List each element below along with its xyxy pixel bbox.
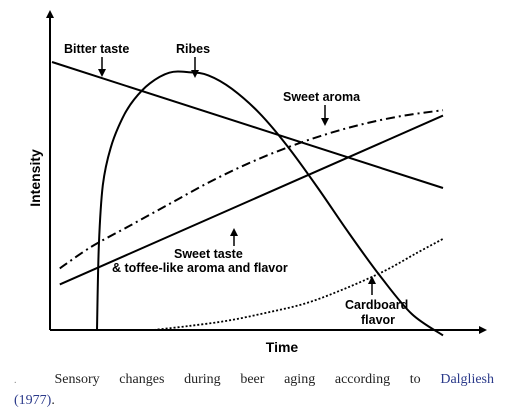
series-line-2	[96, 70, 444, 337]
label-bitter-taste: Bitter taste	[64, 42, 129, 56]
figure-caption: . Sensory changes during beer aging accor…	[14, 370, 494, 411]
label-cardboard: Cardboard	[345, 298, 408, 312]
label-flavor: flavor	[361, 313, 395, 327]
caption-text: Sensory changes during beer aging accord…	[54, 372, 441, 387]
caption-marker: .	[14, 375, 17, 386]
y-axis-title: Intensity	[27, 149, 43, 207]
series-line-4	[59, 114, 444, 286]
caption-citation-author[interactable]: Dalgliesh	[440, 372, 494, 387]
caption-citation-year[interactable]: (1977)	[14, 393, 52, 408]
label-toffee: & toffee-like aroma and flavor	[112, 261, 288, 275]
label-sweet-taste: Sweet taste	[174, 247, 243, 261]
label-ribes: Ribes	[176, 42, 210, 56]
label-sweet-aroma: Sweet aroma	[283, 90, 361, 104]
x-axis-title: Time	[266, 339, 299, 355]
series-line-5	[153, 238, 444, 331]
series-layer	[51, 61, 444, 337]
series-line-3	[59, 109, 444, 270]
series-line-1	[51, 61, 444, 189]
caption-end: .	[51, 393, 55, 408]
